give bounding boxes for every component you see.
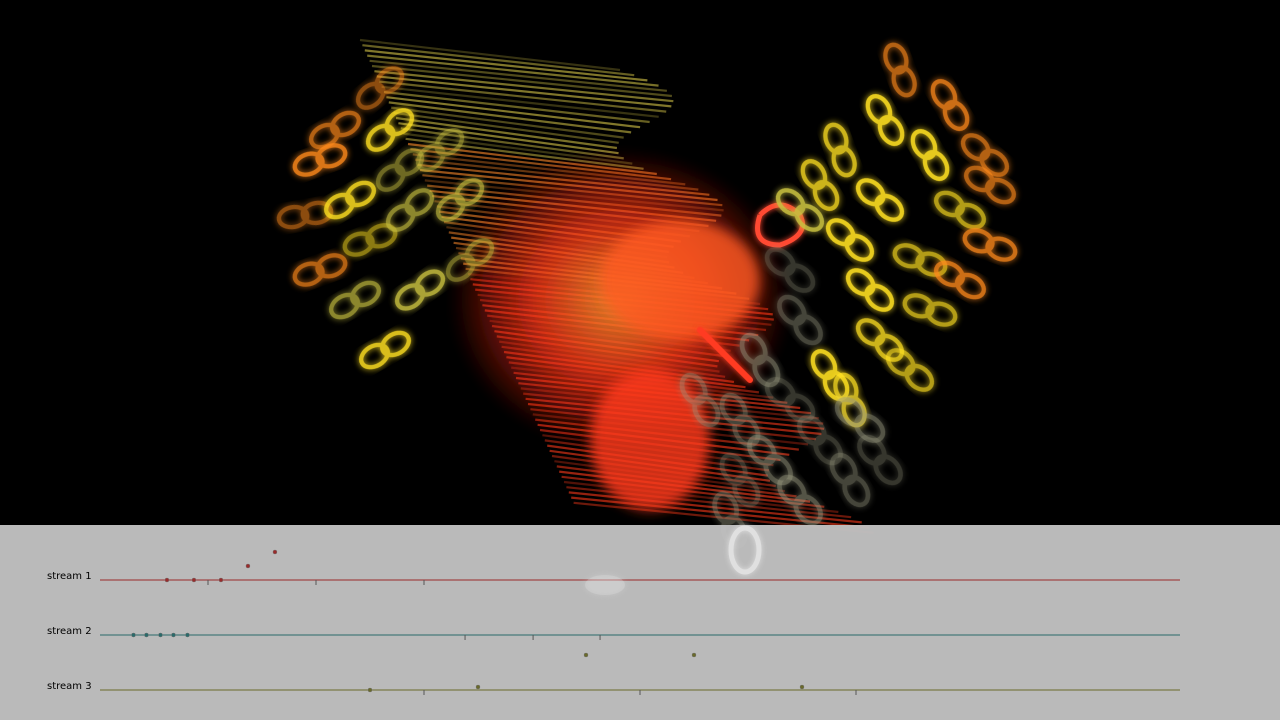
stream-event-dot [171,632,176,638]
ring-link [823,122,857,178]
stream-event-dot [131,632,136,638]
stream-timeline-graph [100,549,1180,695]
ring-link [445,238,495,282]
ring-link [435,178,485,222]
stream-event-dot [185,632,190,638]
ring-link [963,165,1017,205]
stream-1-label: stream 1 [47,571,92,582]
ring-link [930,78,970,132]
ring-link [739,332,781,388]
red-core [450,150,805,510]
stream-event-dot [218,577,224,583]
ring-link [962,228,1018,262]
ring-link [902,293,958,327]
stream-3-label: stream 3 [47,681,92,692]
ring-link [679,372,721,428]
ring-link [394,269,446,311]
ring-link [292,143,348,177]
ring-link [777,474,823,526]
ghost-ring-cluster [679,247,903,549]
left-ring-cluster [276,66,495,370]
streak-line [571,496,870,529]
ring-link [777,294,823,346]
ring-link [883,42,917,98]
ring-link [885,348,935,392]
stream-event-dot [799,684,805,690]
ring-link [328,280,382,320]
ring-link [719,452,761,508]
ring-link [292,253,348,287]
ring-link [857,434,903,486]
streak-line [364,49,648,82]
streak-line [398,122,619,155]
streak-line [376,75,672,108]
stream-event-dot [691,652,697,658]
ring-link [800,158,840,212]
streak-line [359,38,621,72]
ring-link [825,218,875,262]
ring-link [365,108,415,152]
streak-line [386,96,641,129]
stream-event-dot [583,652,589,658]
ring-link [855,318,905,362]
streak-line [381,85,659,118]
ring-link [358,330,412,370]
streak-line [371,64,673,98]
stream-event-dot [245,563,251,569]
ring-link [855,178,905,222]
ring-link [775,188,825,232]
stream-event-dot [164,577,170,583]
ring-link [276,200,334,230]
streak-line [383,90,650,124]
ring-link [910,128,950,182]
streak-line [379,80,667,113]
streak-line [369,59,667,92]
ring-link [764,247,816,293]
streak-line [362,44,635,77]
ring-link [797,414,843,466]
ring-link [829,452,871,508]
ring-link [385,188,435,232]
ring-link [933,190,987,230]
ring-link [719,392,761,448]
streak-line [374,70,674,103]
stream-event-dot [272,549,278,555]
stream-2-label: stream 2 [47,626,92,637]
ring-link [933,260,987,300]
ring-link [892,243,948,277]
streak-line [367,54,659,87]
stream-event-dot [367,687,373,693]
ring-link [747,434,793,486]
streak-line [391,106,624,139]
streak-line [388,101,632,134]
ring-link [415,128,465,172]
ring-link [355,66,405,110]
right-ring-cluster [775,42,1018,428]
streak-line [393,111,619,144]
stream-timeline-panel: stream 1 stream 2 stream 3 [0,525,1280,720]
stream-event-dot [475,684,481,690]
stream-event-dot [158,632,163,638]
streak-line [395,116,618,150]
ring-link [323,180,377,220]
ring-link [865,93,905,147]
stream-event-dot [144,632,149,638]
stream-event-dot [191,577,197,583]
ring-link [845,268,895,312]
